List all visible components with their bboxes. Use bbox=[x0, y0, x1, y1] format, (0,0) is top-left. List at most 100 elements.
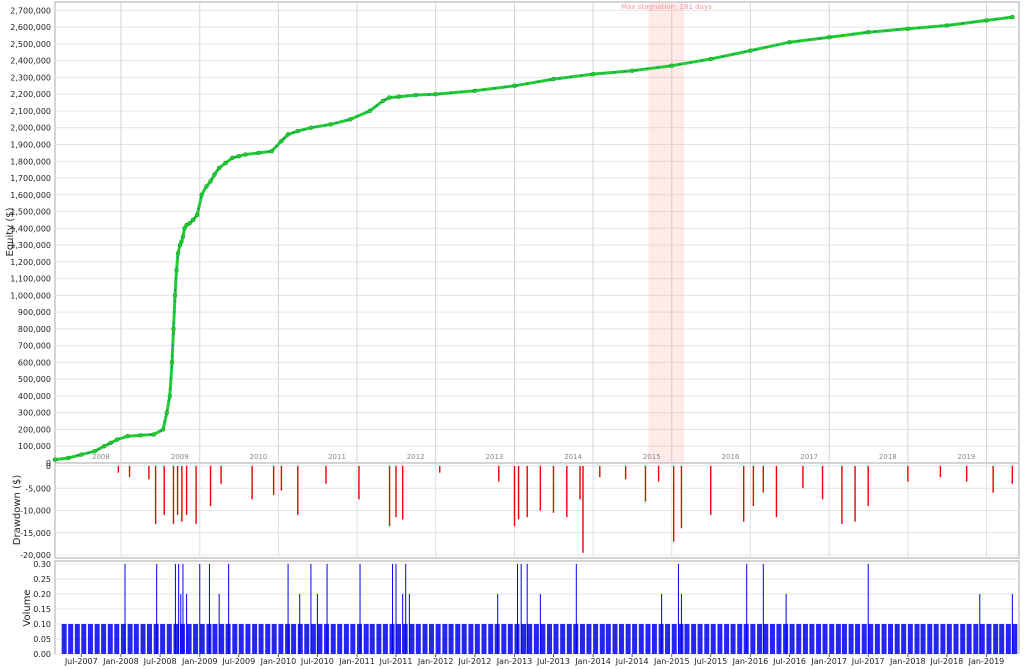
drawdown-y-tick-label: -20,000 bbox=[20, 551, 51, 560]
volume-bar bbox=[645, 624, 651, 654]
volume-bar bbox=[160, 624, 166, 654]
volume-bar bbox=[422, 624, 428, 654]
volume-bar bbox=[343, 624, 349, 654]
volume-bar bbox=[448, 624, 454, 654]
volume-bar bbox=[966, 624, 972, 654]
equity-y-tick-label: 1,100,000 bbox=[10, 275, 51, 284]
volume-bar bbox=[199, 624, 205, 654]
volume-bar bbox=[455, 624, 461, 654]
equity-y-tick-label: 500,000 bbox=[18, 375, 51, 384]
equity-point bbox=[256, 150, 261, 156]
volume-bar bbox=[802, 624, 808, 654]
volume-bar bbox=[468, 624, 474, 654]
volume-bar bbox=[632, 624, 638, 654]
equity-point bbox=[748, 48, 753, 53]
equity-y-tick-label: 300,000 bbox=[18, 409, 51, 418]
equity-point bbox=[182, 226, 187, 231]
volume-bar bbox=[678, 624, 684, 654]
volume-bar bbox=[940, 624, 946, 654]
year-label: 2012 bbox=[407, 453, 425, 461]
equity-point bbox=[125, 433, 130, 439]
volume-bar bbox=[376, 624, 382, 654]
volume-bar bbox=[494, 624, 500, 654]
volume-bar bbox=[599, 624, 605, 654]
x-tick-label: Jul-2016 bbox=[772, 657, 806, 666]
volume-bar bbox=[999, 624, 1005, 654]
volume-bar bbox=[691, 624, 697, 654]
equity-y-tick-label: 800,000 bbox=[18, 325, 51, 334]
volume-bar bbox=[750, 624, 756, 654]
volume-y-tick-label: 0.10 bbox=[33, 620, 51, 629]
volume-bar bbox=[474, 624, 480, 654]
equity-point bbox=[295, 128, 301, 134]
equity-point bbox=[629, 68, 635, 73]
volume-bar bbox=[848, 624, 854, 654]
x-tick-label: Jul-2007 bbox=[64, 657, 98, 666]
volume-bar bbox=[415, 624, 421, 654]
volume-bar bbox=[140, 624, 146, 654]
volume-bar bbox=[1005, 624, 1011, 654]
stagnation-band: Max stagnation: 181 days bbox=[621, 3, 712, 463]
equity-point bbox=[367, 108, 372, 114]
volume-bar bbox=[540, 624, 546, 654]
volume-bar bbox=[829, 624, 835, 654]
equity-point bbox=[328, 122, 333, 127]
equity-point bbox=[172, 293, 178, 298]
volume-bar bbox=[789, 624, 795, 654]
drawdown-grid bbox=[55, 463, 1019, 558]
year-label: 2010 bbox=[249, 453, 267, 461]
volume-bar bbox=[933, 624, 939, 654]
equity-point bbox=[1010, 14, 1015, 20]
volume-bar bbox=[769, 624, 775, 654]
volume-bar bbox=[402, 624, 408, 654]
volume-bar bbox=[317, 624, 323, 654]
equity-point bbox=[236, 153, 242, 159]
equity-point bbox=[413, 92, 419, 98]
volume-bar bbox=[960, 624, 966, 654]
volume-bar bbox=[337, 624, 343, 654]
volume-bar bbox=[153, 624, 159, 654]
equity-y-tick-label: 1,400,000 bbox=[10, 224, 51, 233]
equity-y-tick-label: 1,600,000 bbox=[10, 191, 51, 200]
volume-bar bbox=[724, 624, 730, 654]
volume-bar bbox=[297, 624, 303, 654]
equity-y-tick-label: 200,000 bbox=[18, 425, 51, 434]
volume-y-tick-label: 0.20 bbox=[33, 590, 51, 599]
volume-bar bbox=[822, 624, 828, 654]
volume-bar bbox=[396, 624, 402, 654]
volume-bar bbox=[783, 624, 789, 654]
volume-bar bbox=[737, 624, 743, 654]
equity-point bbox=[79, 452, 84, 457]
equity-y-tick-label: 2,400,000 bbox=[10, 57, 51, 66]
x-tick-label: Jan-2019 bbox=[968, 657, 1005, 666]
volume-bar bbox=[855, 624, 861, 654]
volume-bar bbox=[593, 624, 599, 654]
volume-bar bbox=[409, 624, 415, 654]
equity-y-tick-label: 1,700,000 bbox=[10, 174, 51, 183]
equity-point bbox=[279, 138, 284, 144]
volume-bar bbox=[625, 624, 631, 654]
volume-bar bbox=[285, 624, 291, 654]
volume-bar bbox=[120, 624, 126, 654]
equity-point bbox=[826, 34, 832, 40]
equity-point bbox=[865, 29, 871, 35]
volume-bar bbox=[1012, 624, 1018, 654]
equity-point bbox=[230, 155, 235, 161]
volume-bar bbox=[461, 624, 467, 654]
volume-y-tick-label: 0.15 bbox=[33, 605, 51, 614]
volume-bar bbox=[225, 624, 231, 654]
equity-y-tick-label: 900,000 bbox=[18, 308, 51, 317]
volume-bar bbox=[179, 624, 185, 654]
drawdown-y-tick-label: -15,000 bbox=[20, 529, 51, 538]
volume-bar bbox=[901, 624, 907, 654]
equity-panel: Max stagnation: 181 days 0 100,000 200,000… bbox=[5, 1, 1020, 468]
year-label: 2016 bbox=[721, 453, 739, 461]
volume-bar bbox=[710, 624, 716, 654]
equity-y-tick-label: 1,900,000 bbox=[10, 140, 51, 149]
equity-point bbox=[179, 239, 184, 244]
drawdown-y-ticks: 0 -5,000 -10,000 -15,000 -20,000 bbox=[20, 462, 51, 560]
volume-bar bbox=[651, 624, 657, 654]
volume-y-tick-label: 0.30 bbox=[33, 560, 51, 569]
equity-point bbox=[187, 221, 192, 226]
